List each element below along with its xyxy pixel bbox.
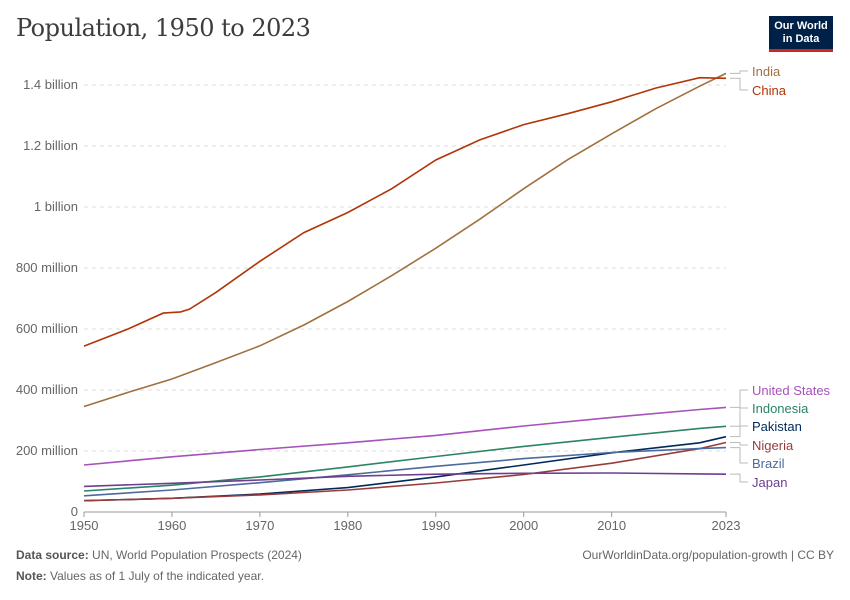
logo-line2: in Data: [782, 33, 820, 45]
source-text[interactable]: UN, World Population Prospects (2024): [92, 548, 302, 562]
series-label: Brazil: [752, 456, 785, 471]
series-label: Japan: [752, 475, 787, 490]
series-label: Nigeria: [752, 438, 794, 453]
x-tick-label: 1950: [70, 518, 99, 533]
note-text: Values as of 1 July of the indicated yea…: [50, 569, 264, 583]
x-tick-label: 1980: [333, 518, 362, 533]
y-tick-label: 1 billion: [34, 199, 78, 214]
series-label: Pakistan: [752, 419, 802, 434]
series-label: China: [752, 83, 787, 98]
label-connector: [730, 389, 748, 408]
label-connector: [730, 77, 748, 91]
data-source: Data source: UN, World Population Prospe…: [16, 548, 302, 562]
source-label: Data source:: [16, 548, 89, 562]
y-tick-label: 200 million: [16, 443, 78, 458]
label-connector: [730, 425, 748, 438]
series-line-india: [83, 72, 727, 408]
x-tick-label: 2023: [712, 518, 741, 533]
label-connector: [730, 473, 748, 483]
series-line-china: [83, 76, 727, 347]
y-tick-label: 1.2 billion: [23, 138, 78, 153]
owid-logo[interactable]: Our World in Data: [769, 16, 833, 52]
series-line-brazil: [83, 446, 727, 497]
note: Note: Values as of 1 July of the indicat…: [16, 569, 264, 583]
logo-line1: Our World: [774, 20, 828, 32]
label-connector: [730, 70, 748, 74]
chart-title: Population, 1950 to 2023: [16, 14, 311, 42]
y-tick-label: 400 million: [16, 382, 78, 397]
label-connector: [730, 407, 748, 427]
series-line-united-states: [83, 406, 727, 466]
series-line-nigeria: [83, 441, 727, 502]
note-label: Note:: [16, 569, 47, 583]
credit-link[interactable]: OurWorldinData.org/population-growth | C…: [582, 548, 834, 562]
x-tick-label: 2000: [509, 518, 538, 533]
label-connector: [730, 441, 748, 446]
y-tick-label: 800 million: [16, 260, 78, 275]
x-tick-label: 1960: [157, 518, 186, 533]
x-tick-label: 1970: [245, 518, 274, 533]
y-tick-label: 0: [71, 504, 78, 519]
series-line-japan: [83, 472, 727, 488]
label-connector: [730, 447, 748, 464]
series-label: United States: [752, 383, 831, 398]
y-tick-label: 600 million: [16, 321, 78, 336]
y-tick-label: 1.4 billion: [23, 77, 78, 92]
x-tick-label: 2010: [597, 518, 626, 533]
series-label: Indonesia: [752, 401, 809, 416]
x-tick-label: 1990: [421, 518, 450, 533]
series-label: India: [752, 64, 781, 79]
